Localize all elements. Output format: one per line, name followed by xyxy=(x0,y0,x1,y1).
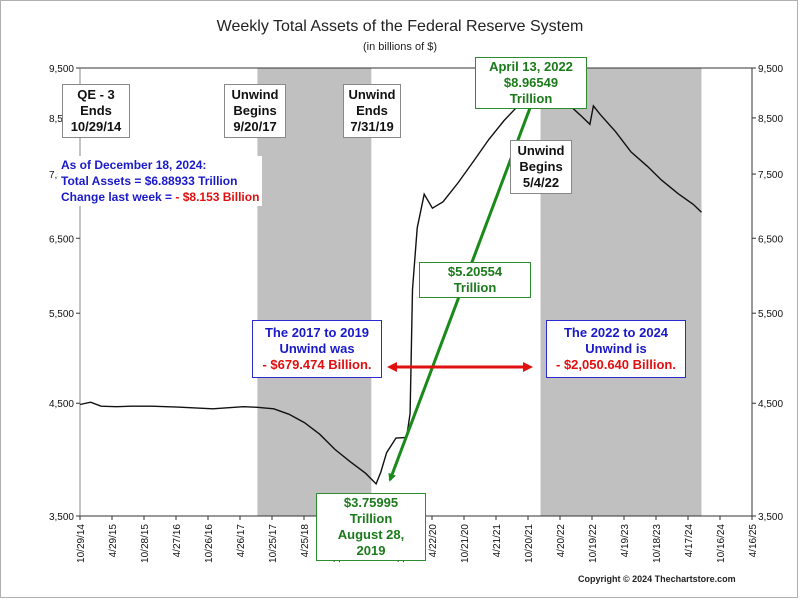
annotation-amount: - $679.474 Billion. xyxy=(262,357,372,372)
status-change-value: - $8.153 Billion xyxy=(175,190,260,204)
annotation-line: QE - 3 xyxy=(77,87,115,102)
annotation-line: $5.20554 Trillion xyxy=(447,264,503,295)
annotation-line: August 28, 2019 xyxy=(337,527,405,558)
x-tick-label: 10/20/21 xyxy=(524,524,535,563)
y-tick-label-right: 9,500 xyxy=(758,64,783,75)
annotation-line: Ends xyxy=(356,103,388,118)
status-total-row: Total Assets = $6.88933 Trillion xyxy=(61,173,259,189)
y-tick-label-left: 6,500 xyxy=(49,234,74,245)
annotation-line: The 2017 to 2019 xyxy=(264,325,370,340)
x-tick-label: 10/16/24 xyxy=(716,524,727,563)
x-tick-label: 10/21/20 xyxy=(460,524,471,563)
y-tick-label-left: 8,500 xyxy=(49,114,74,125)
x-tick-label: 10/18/23 xyxy=(652,524,663,563)
shaded-period xyxy=(257,68,372,516)
status-change-row: Change last week = - $8.153 Billion xyxy=(61,189,259,205)
x-tick-label: 10/26/16 xyxy=(204,524,215,563)
annotation-increase: $5.20554 Trillion xyxy=(419,262,531,298)
shaded-period xyxy=(540,68,702,516)
status-note: As of December 18, 2024: Total Assets = … xyxy=(58,156,263,206)
x-tick-label: 4/16/25 xyxy=(748,524,759,558)
annotation-line: Ends xyxy=(80,103,112,118)
status-total-label: Total Assets = xyxy=(61,174,145,188)
annotation-line: Unwind was xyxy=(279,341,355,356)
annotation-line: 5/4/22 xyxy=(522,175,560,190)
y-tick-label-right: 8,500 xyxy=(758,114,783,125)
annotation-amount: - $2,050.640 Billion. xyxy=(556,357,676,372)
x-tick-label: 4/26/17 xyxy=(236,524,247,558)
x-tick-label: 10/19/22 xyxy=(588,524,599,563)
status-as-of: As of December 18, 2024: xyxy=(61,158,207,172)
annotation-unwind1-amount: The 2017 to 2019 Unwind was - $679.474 B… xyxy=(252,320,382,378)
x-tick-label: 4/25/18 xyxy=(300,524,311,558)
annotation-line: April 13, 2022 xyxy=(489,59,573,74)
x-tick-label: 10/25/17 xyxy=(268,524,279,563)
annotation-line: Unwind xyxy=(348,87,396,102)
y-tick-label-right: 4,500 xyxy=(758,399,783,410)
copyright-note: Copyright © 2024 Thechartstore.com xyxy=(578,574,736,584)
annotation-line: 10/29/14 xyxy=(70,119,122,134)
x-tick-label: 4/21/21 xyxy=(492,524,503,558)
y-tick-label-left: 3,500 xyxy=(49,512,74,523)
y-tick-label-right: 5,500 xyxy=(758,309,783,320)
annotation-unwind1-begins: Unwind Begins 9/20/17 xyxy=(224,84,286,138)
status-change-label: Change last week = xyxy=(61,190,176,204)
x-tick-label: 4/19/23 xyxy=(620,524,631,558)
x-tick-label: 4/27/16 xyxy=(172,524,183,558)
annotation-line: $3.75995 Trillion xyxy=(343,495,399,526)
annotation-unwind1-ends: Unwind Ends 7/31/19 xyxy=(343,84,401,138)
status-total-value: $6.88933 Trillion xyxy=(144,174,238,188)
chart-subtitle: (in billions of $) xyxy=(363,41,437,53)
annotation-trough: $3.75995 Trillion August 28, 2019 xyxy=(316,493,426,561)
annotation-line: 9/20/17 xyxy=(233,119,277,134)
x-tick-label: 4/20/22 xyxy=(556,524,567,558)
annotation-unwind2-begins: Unwind Begins 5/4/22 xyxy=(510,140,572,194)
annotation-line: Begins xyxy=(519,159,563,174)
x-tick-label: 4/22/20 xyxy=(428,524,439,558)
chart-title: Weekly Total Assets of the Federal Reser… xyxy=(216,18,584,35)
x-tick-label: 10/28/15 xyxy=(140,524,151,563)
annotation-qe3-ends: QE - 3 Ends 10/29/14 xyxy=(62,84,130,138)
y-tick-label-left: 4,500 xyxy=(49,399,74,410)
annotation-peak: April 13, 2022 $8.96549 Trillion xyxy=(475,57,587,109)
annotation-unwind2-amount: The 2022 to 2024 Unwind is - $2,050.640 … xyxy=(546,320,686,378)
annotation-line: The 2022 to 2024 xyxy=(563,325,669,340)
annotation-line: $8.96549 Trillion xyxy=(503,75,559,106)
annotation-line: Begins xyxy=(233,103,277,118)
annotation-line: Unwind xyxy=(517,143,565,158)
annotation-line: Unwind is xyxy=(585,341,647,356)
y-tick-label-left: 5,500 xyxy=(49,309,74,320)
annotation-line: 7/31/19 xyxy=(350,119,394,134)
x-tick-label: 10/29/14 xyxy=(76,524,87,563)
y-tick-label-right: 6,500 xyxy=(758,234,783,245)
y-tick-label-right: 7,500 xyxy=(758,170,783,181)
y-tick-label-left: 9,500 xyxy=(49,64,74,75)
x-tick-label: 4/17/24 xyxy=(684,524,695,558)
x-tick-label: 4/29/15 xyxy=(108,524,119,558)
annotation-line: Unwind xyxy=(231,87,279,102)
y-tick-label-right: 3,500 xyxy=(758,512,783,523)
